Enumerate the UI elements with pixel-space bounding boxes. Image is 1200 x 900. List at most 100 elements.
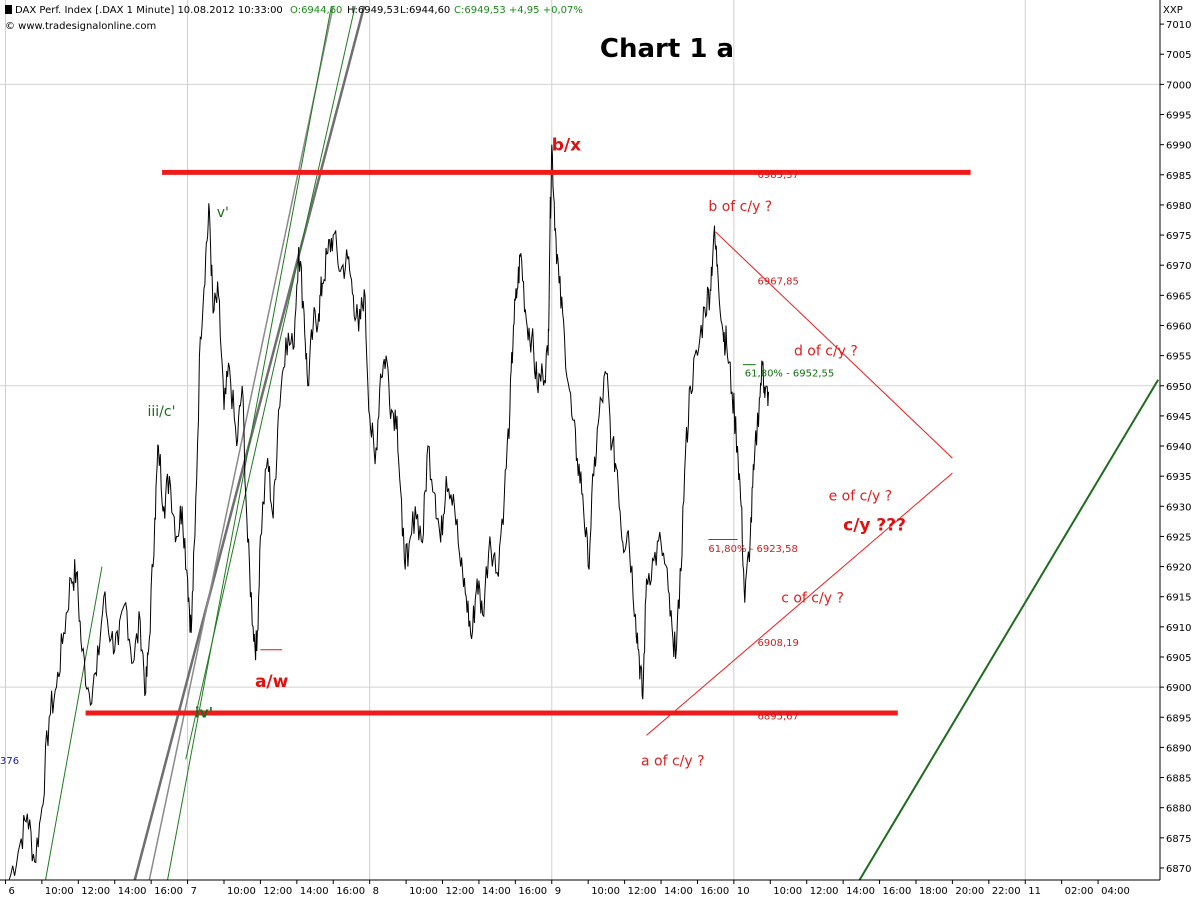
green-trendline-steep bbox=[167, 5, 332, 881]
level-label: 6908,19 bbox=[758, 638, 799, 649]
y-tick-label: 6965 bbox=[1166, 291, 1191, 302]
x-tick-label: 16:00 bbox=[336, 886, 365, 897]
header-symbol: DAX Perf. Index [.DAX 1 Minute] 10.08.20… bbox=[15, 5, 283, 16]
wave-label: v' bbox=[217, 205, 229, 221]
x-tick-label: 02:00 bbox=[1065, 886, 1094, 897]
price-series bbox=[8, 144, 769, 881]
y-tick-label: 6935 bbox=[1166, 472, 1191, 483]
y-tick-label: 6985 bbox=[1166, 171, 1191, 182]
y-tick-label: 6915 bbox=[1166, 593, 1191, 604]
green-trendline-right bbox=[858, 379, 1160, 881]
y-tick-label: 6920 bbox=[1166, 563, 1191, 574]
y-tick-label: 6990 bbox=[1166, 141, 1191, 152]
header-copyright: © www.tradesignalonline.com bbox=[5, 21, 156, 32]
x-tick-label: 14:00 bbox=[846, 886, 875, 897]
x-axis: 6 10:00 12:00 14:00 16:00 7 10:00 12:00 14:00 16:… bbox=[4, 880, 1130, 897]
x-tick-label: 16:00 bbox=[518, 886, 547, 897]
triangle-lower-line bbox=[646, 472, 953, 736]
x-tick-label: 14:00 bbox=[118, 886, 147, 897]
wave-label: c of c/y ? bbox=[781, 591, 844, 607]
trend-lines bbox=[45, 5, 1160, 881]
level-label: 61,80% - 6923,58 bbox=[708, 544, 797, 555]
x-tick-label: 10:00 bbox=[45, 886, 74, 897]
x-tick-label: 11 bbox=[1028, 886, 1041, 897]
x-tick-label: 7 bbox=[191, 886, 197, 897]
header-high: H:6949,53 bbox=[347, 5, 399, 16]
x-tick-label: 16:00 bbox=[154, 886, 183, 897]
x-tick-label: 12:00 bbox=[446, 886, 475, 897]
y-tick-label: 6905 bbox=[1166, 653, 1191, 664]
chart-title: Chart 1 a bbox=[600, 34, 734, 64]
x-tick-label: 9 bbox=[555, 886, 561, 897]
x-tick-label: 10:00 bbox=[227, 886, 256, 897]
x-tick-label: 16:00 bbox=[883, 886, 912, 897]
y-tick-label: 6900 bbox=[1166, 683, 1191, 694]
corner-label: XXP bbox=[1163, 5, 1183, 16]
wave-label: b of c/y ? bbox=[708, 199, 772, 215]
y-tick-label: 6945 bbox=[1166, 412, 1191, 423]
x-tick-label: 10:00 bbox=[591, 886, 620, 897]
x-tick-label: 10:00 bbox=[773, 886, 802, 897]
x-tick-label: 12:00 bbox=[81, 886, 110, 897]
y-tick-label: 6995 bbox=[1166, 111, 1191, 122]
x-tick-label: 04:00 bbox=[1101, 886, 1130, 897]
x-tick-label: 12:00 bbox=[263, 886, 292, 897]
level-label: 61,80% - 6952,55 bbox=[745, 369, 834, 380]
y-tick-label: 7010 bbox=[1166, 20, 1191, 31]
x-tick-label: 22:00 bbox=[992, 886, 1021, 897]
grey-trendline-lower bbox=[148, 5, 334, 881]
x-tick-label: 18:00 bbox=[919, 886, 948, 897]
x-tick-label: 12:00 bbox=[628, 886, 657, 897]
y-tick-label: 6980 bbox=[1166, 201, 1191, 212]
y-tick-label: 6875 bbox=[1166, 834, 1191, 845]
header-open: O:6944,60 bbox=[290, 5, 342, 16]
level-lines bbox=[85, 169, 971, 736]
y-tick-label: 7000 bbox=[1166, 80, 1191, 91]
y-tick-label: 6895 bbox=[1166, 713, 1191, 724]
price-line bbox=[8, 144, 769, 881]
y-tick-label: 6890 bbox=[1166, 743, 1191, 754]
y-axis: 6870 6875 6880 6885 6890 6895 6900 6905 6910 6915… bbox=[1160, 20, 1191, 875]
x-tick-label: 14:00 bbox=[300, 886, 329, 897]
x-tick-label: 10:00 bbox=[409, 886, 438, 897]
wave-label: iii/c' bbox=[148, 404, 176, 420]
x-tick-label: 12:00 bbox=[810, 886, 839, 897]
level-label: 6895,67 bbox=[758, 712, 799, 723]
y-tick-label: 6950 bbox=[1166, 382, 1191, 393]
y-tick-label: 7005 bbox=[1166, 50, 1191, 61]
level-labels: 6985,37 6895,67 6967,85 6908,19 61,80% - 695… bbox=[708, 170, 834, 723]
wave-label: iv' bbox=[195, 705, 213, 721]
level-label: 6967,85 bbox=[758, 276, 799, 287]
x-tick-label: 14:00 bbox=[664, 886, 693, 897]
y-tick-label: 6885 bbox=[1166, 774, 1191, 785]
wave-label: e of c/y ? bbox=[829, 488, 893, 504]
x-tick-label: 20:00 bbox=[955, 886, 984, 897]
x-tick-label: 8 bbox=[373, 886, 379, 897]
y-tick-label: 6940 bbox=[1166, 442, 1191, 453]
header-low: L:6944,60 bbox=[400, 5, 450, 16]
y-tick-label: 6870 bbox=[1166, 864, 1191, 875]
y-tick-label: 6910 bbox=[1166, 623, 1191, 634]
wave-label: c/y ??? bbox=[843, 515, 906, 535]
x-tick-label: 16:00 bbox=[700, 886, 729, 897]
level-label: 6985,37 bbox=[758, 170, 799, 181]
x-tick-label: 14:00 bbox=[482, 886, 511, 897]
triangle-upper-line bbox=[715, 231, 953, 459]
x-tick-label: 10 bbox=[737, 886, 750, 897]
y-tick-label: 6880 bbox=[1166, 804, 1191, 815]
wave-annotations: b/x b of c/y ? d of c/y ? e of c/y ? c/y ???… bbox=[148, 136, 907, 770]
y-tick-label: 6975 bbox=[1166, 231, 1191, 242]
y-tick-label: 6960 bbox=[1166, 321, 1191, 332]
y-tick-label: 6970 bbox=[1166, 261, 1191, 272]
left-stub-label: 376 bbox=[0, 756, 19, 767]
x-tick-label: 6 bbox=[8, 886, 14, 897]
y-tick-label: 6930 bbox=[1166, 502, 1191, 513]
wave-label: d of c/y ? bbox=[794, 344, 858, 360]
green-trendline-inner bbox=[185, 5, 356, 760]
wave-label: b/x bbox=[552, 136, 581, 156]
header-close: C:6949,53 +4,95 +0,07% bbox=[454, 5, 583, 16]
wave-label: a of c/y ? bbox=[641, 753, 705, 769]
y-tick-label: 6955 bbox=[1166, 352, 1191, 363]
